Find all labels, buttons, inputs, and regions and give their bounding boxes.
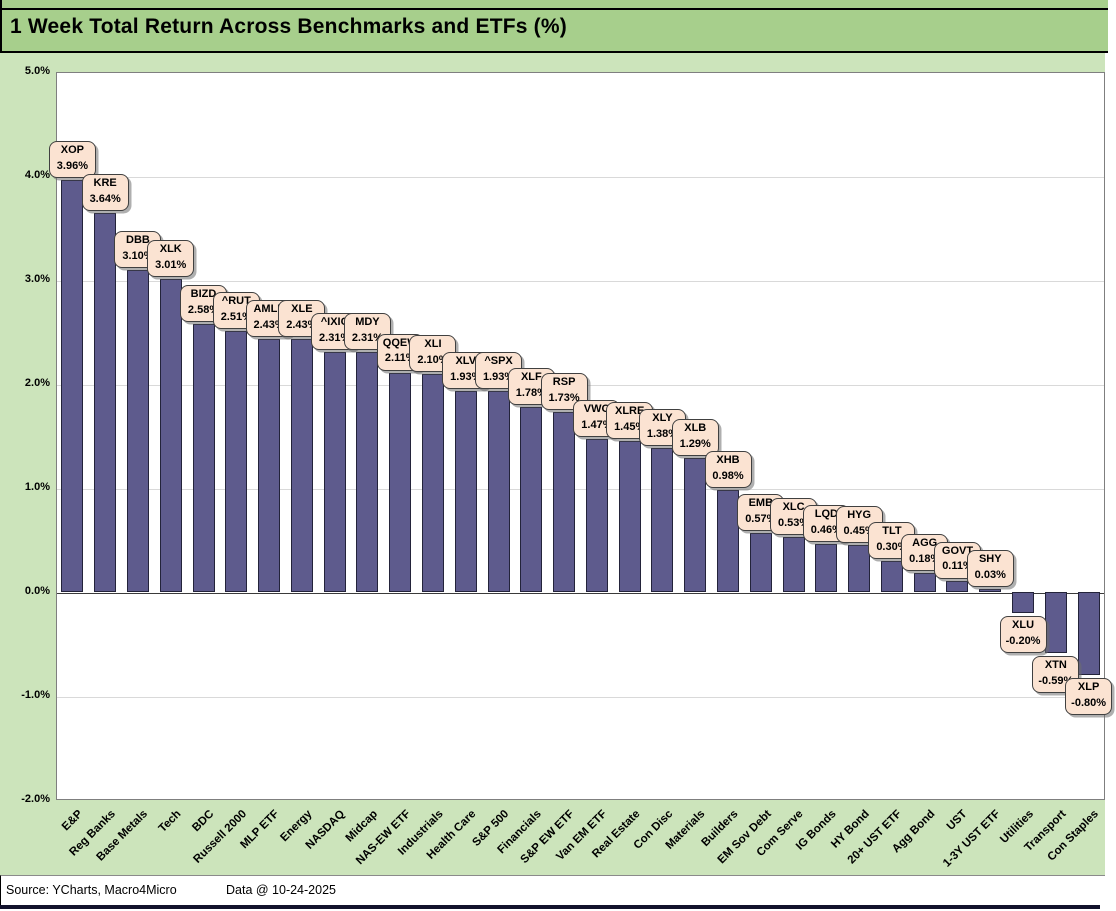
gridline (57, 281, 1104, 282)
footer-bar: Source: YCharts, Macro4Micro Data @ 10-2… (0, 875, 1105, 906)
data-date-text: Data @ 10-24-2025 (226, 883, 336, 897)
zero-axis-line (57, 593, 1104, 594)
title-bar: 1 Week Total Return Across Benchmarks an… (0, 0, 1108, 53)
gridline (57, 489, 1104, 490)
gridline (57, 177, 1104, 178)
title-top-rule (2, 8, 1108, 10)
page-title: 1 Week Total Return Across Benchmarks an… (10, 15, 567, 38)
gridline (57, 385, 1104, 386)
bottom-accent-bar (0, 905, 1100, 909)
source-text: Source: YCharts, Macro4Micro (6, 883, 177, 897)
gridline (57, 697, 1104, 698)
plot-area (56, 72, 1105, 800)
